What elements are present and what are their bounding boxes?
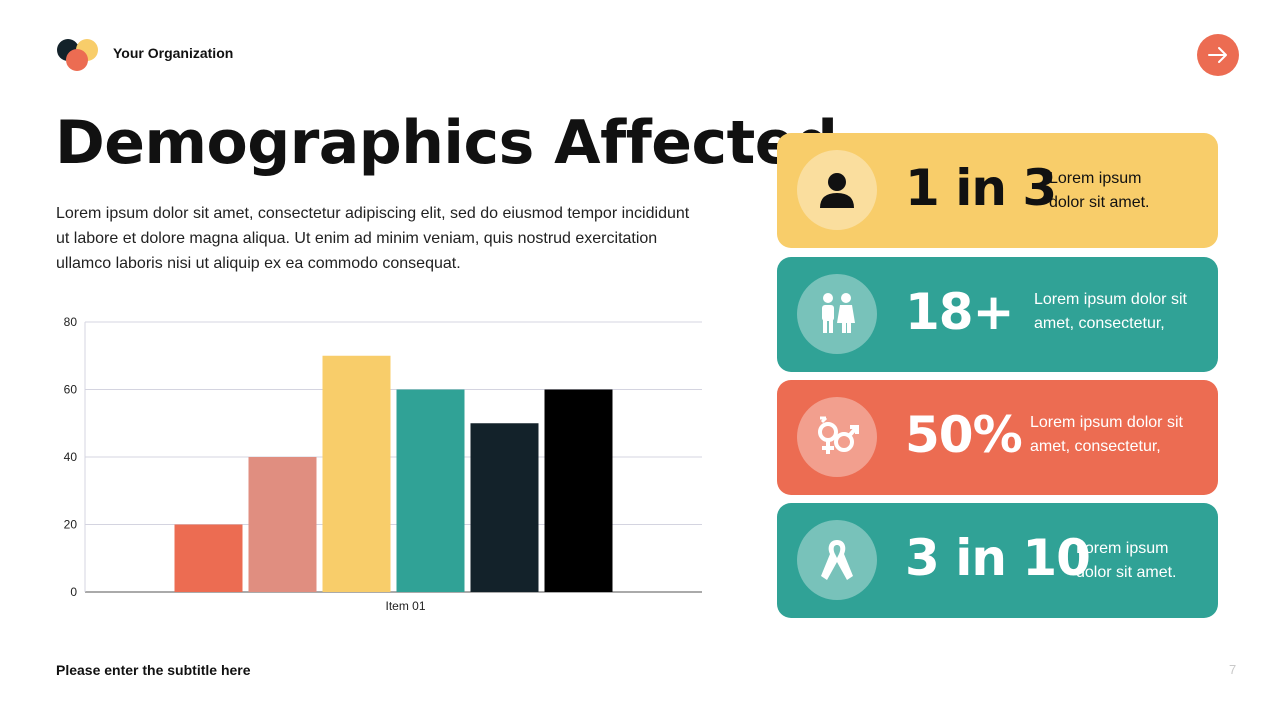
bar-series-1: [174, 524, 243, 592]
stat-description: Lorem ipsum dolor sit amet.: [1049, 167, 1149, 215]
bar-series-3: [322, 355, 391, 592]
y-tick-label: 80: [64, 315, 78, 329]
bar-series-4: [396, 389, 465, 592]
y-tick-label: 60: [64, 383, 78, 397]
y-tick-label: 20: [64, 518, 78, 532]
people-icon: [797, 274, 877, 354]
bar-series-6: [544, 389, 613, 592]
page-title: Demographics Affected: [55, 108, 838, 178]
stat-description-line-2: amet, consectetur,: [1034, 315, 1165, 332]
organization-name: Your Organization: [113, 45, 234, 61]
slide-subtitle: Please enter the subtitle here: [56, 662, 251, 678]
gender-icon: [797, 397, 877, 477]
stat-description-line-2: dolor sit amet.: [1049, 194, 1150, 211]
organization-logo: [57, 39, 98, 71]
stat-value: 3 in 10: [905, 529, 1091, 587]
y-tick-label: 0: [70, 585, 77, 599]
arrow-right-icon: [1208, 47, 1227, 63]
stat-description-line-1: Lorem ipsum: [1076, 540, 1169, 557]
stat-card-2: 18+ Lorem ipsum dolor sit amet, consecte…: [777, 257, 1218, 372]
stat-description-line-1: Lorem ipsum dolor sit: [1030, 414, 1183, 431]
body-paragraph: Lorem ipsum dolor sit amet, consectetur …: [56, 205, 690, 272]
bar-series-5: [470, 423, 539, 592]
stat-card-3: 50% Lorem ipsum dolor sit amet, consecte…: [777, 380, 1218, 495]
stat-description-line-1: Lorem ipsum dolor sit: [1034, 291, 1187, 308]
x-category-label: Item 01: [385, 599, 425, 613]
next-slide-button[interactable]: [1197, 34, 1239, 76]
ribbon-icon: [797, 520, 877, 600]
stat-value: 50%: [905, 406, 1023, 464]
stat-description: Lorem ipsum dolor sit amet.: [1076, 537, 1176, 585]
stat-card-1: 1 in 3 Lorem ipsum dolor sit amet.: [777, 133, 1218, 248]
bar-series-2: [248, 457, 317, 592]
stat-description: Lorem ipsum dolor sit amet, consectetur,: [1034, 288, 1187, 336]
stat-value: 18+: [905, 283, 1014, 341]
person-icon: [797, 150, 877, 230]
y-tick-label: 40: [64, 450, 78, 464]
stat-card-4: 3 in 10 Lorem ipsum dolor sit amet.: [777, 503, 1218, 618]
stat-value: 1 in 3: [905, 159, 1057, 217]
stat-description-line-2: dolor sit amet.: [1076, 564, 1177, 581]
bar-chart: 0 20 40 60 80 Item 01: [64, 315, 702, 613]
stat-description-line-1: Lorem ipsum: [1049, 170, 1142, 187]
stat-description: Lorem ipsum dolor sit amet, consectetur,: [1030, 411, 1183, 459]
page-number: 7: [1229, 662, 1237, 677]
stat-description-line-2: amet, consectetur,: [1030, 438, 1161, 455]
